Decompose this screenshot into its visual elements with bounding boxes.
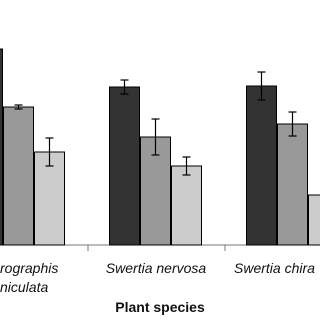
bar	[109, 86, 140, 246]
error-bar	[288, 111, 297, 137]
category-label: Swertia chira	[234, 260, 315, 276]
error-bar	[14, 104, 23, 110]
bar	[308, 194, 320, 246]
error-bar	[45, 137, 54, 167]
category-label: niculata	[0, 279, 48, 295]
x-axis-label: Plant species	[115, 299, 205, 315]
error-bar	[120, 79, 129, 95]
bar	[3, 106, 34, 246]
category-label: Swertia nervosa	[106, 260, 207, 276]
bar	[0, 48, 3, 246]
error-bar	[257, 71, 266, 101]
bar	[277, 123, 308, 246]
bar	[246, 85, 277, 246]
error-bar	[151, 118, 160, 156]
error-bar	[182, 156, 191, 176]
category-label: rographis	[0, 260, 58, 276]
bar	[171, 165, 202, 246]
